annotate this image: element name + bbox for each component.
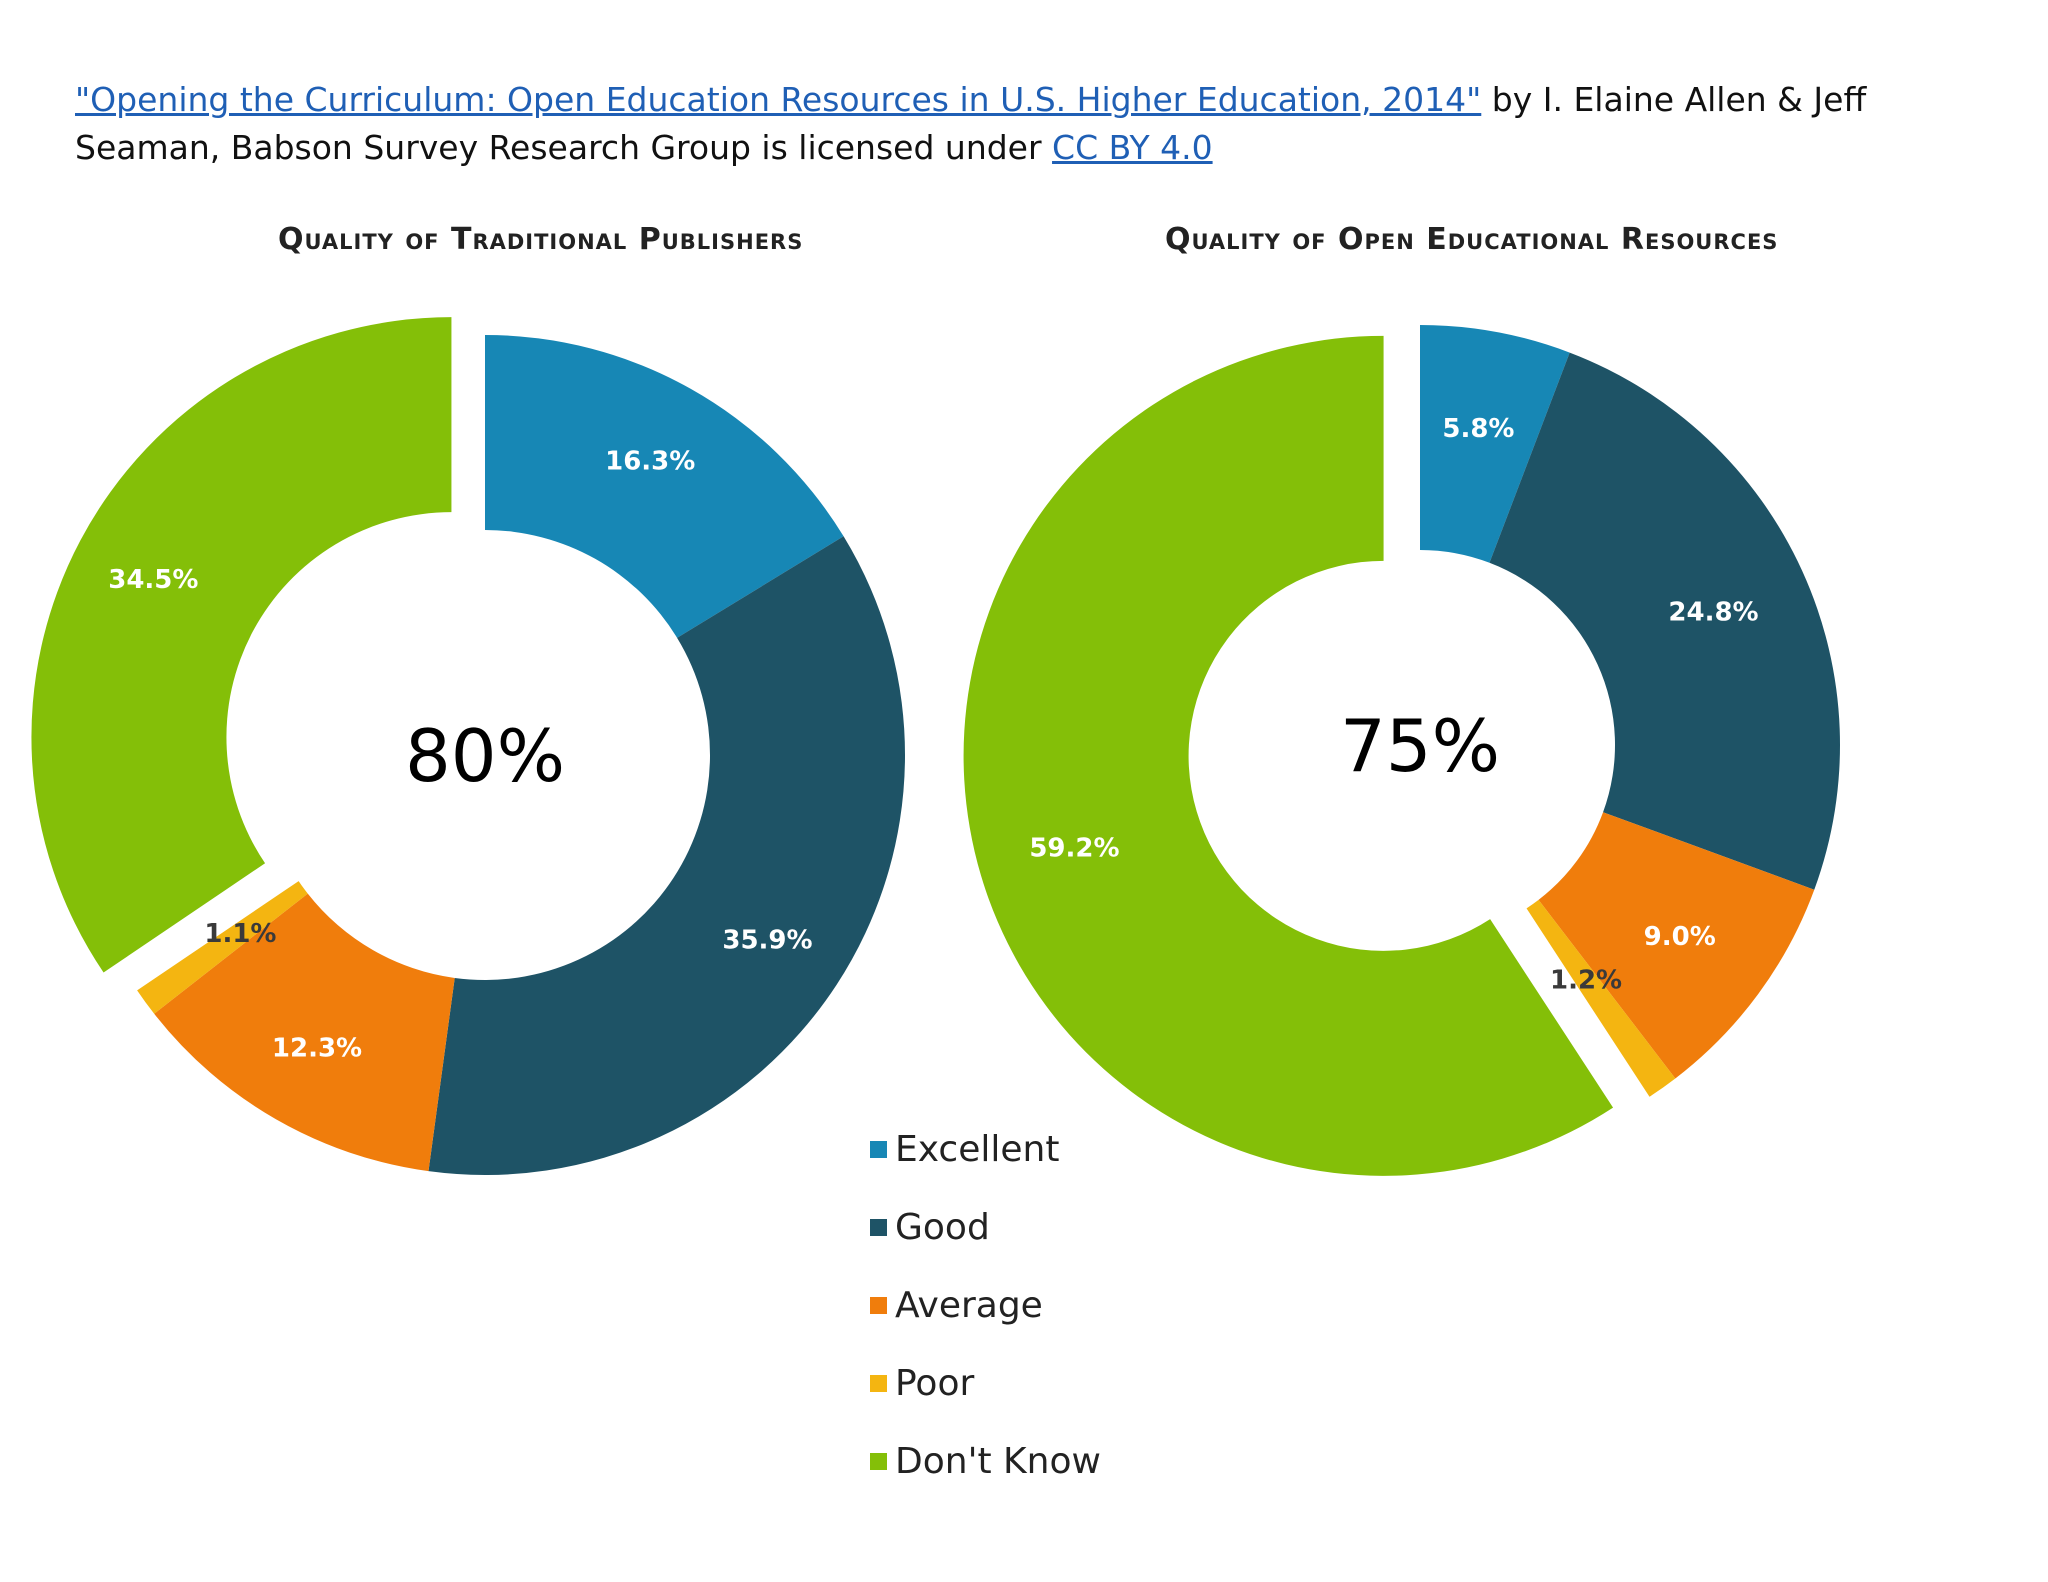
slice-0-poor	[137, 881, 308, 1014]
chart-title-oer: Quality of Open Educational Resources	[1165, 222, 1779, 257]
slice-0-don-t-know	[31, 317, 452, 973]
legend-label-good: Good	[895, 1206, 990, 1248]
legend-item-good: Good	[870, 1188, 1101, 1266]
slice-0-good	[428, 536, 905, 1175]
slice-1-don-t-know	[963, 335, 1614, 1176]
slice-label-0-don-t-know: 34.5%	[108, 565, 198, 595]
license-link[interactable]: CC BY 4.0	[1052, 128, 1213, 167]
legend-label-excellent: Excellent	[895, 1128, 1060, 1170]
slice-0-excellent	[485, 335, 844, 638]
source-link[interactable]: "Opening the Curriculum: Open Education …	[75, 80, 1482, 119]
slice-label-1-don-t-know: 59.2%	[1029, 834, 1119, 864]
attribution-text: "Opening the Curriculum: Open Education …	[75, 76, 1975, 172]
slice-label-0-average: 12.3%	[272, 1034, 362, 1064]
legend-swatch-good	[870, 1218, 887, 1236]
center-label-1: 75%	[1340, 704, 1500, 788]
slice-0-average	[154, 893, 455, 1172]
attribution-middle-text: by I. Elaine Allen & Jeff Seaman, Babson…	[75, 80, 1867, 167]
slice-label-1-excellent: 5.8%	[1442, 414, 1514, 444]
legend-swatch-excellent	[870, 1140, 887, 1158]
legend-swatch-poor	[870, 1374, 887, 1392]
center-label-0: 80%	[405, 714, 565, 798]
chart-title-traditional: Quality of Traditional Publishers	[278, 222, 804, 257]
legend-label-average: Average	[895, 1284, 1043, 1326]
slice-1-average	[1538, 812, 1815, 1079]
slice-label-0-poor: 1.1%	[204, 919, 276, 949]
slice-label-1-poor: 1.2%	[1550, 966, 1622, 996]
slice-label-1-average: 9.0%	[1644, 922, 1716, 952]
legend-label-don-t-know: Don't Know	[895, 1440, 1101, 1482]
legend: Excellent Good Average Poor Don't Know	[870, 1110, 1101, 1500]
legend-swatch-average	[870, 1296, 887, 1314]
legend-item-excellent: Excellent	[870, 1110, 1101, 1188]
legend-item-don-t-know: Don't Know	[870, 1422, 1101, 1500]
legend-swatch-don-t-know	[870, 1452, 887, 1470]
slice-1-excellent	[1420, 325, 1570, 563]
slice-label-0-excellent: 16.3%	[605, 447, 695, 477]
slice-label-0-good: 35.9%	[722, 926, 812, 956]
legend-item-average: Average	[870, 1266, 1101, 1344]
slice-1-good	[1489, 352, 1840, 890]
slice-1-poor	[1526, 899, 1676, 1097]
legend-item-poor: Poor	[870, 1344, 1101, 1422]
slice-label-1-good: 24.8%	[1668, 597, 1758, 627]
legend-label-poor: Poor	[895, 1362, 975, 1404]
